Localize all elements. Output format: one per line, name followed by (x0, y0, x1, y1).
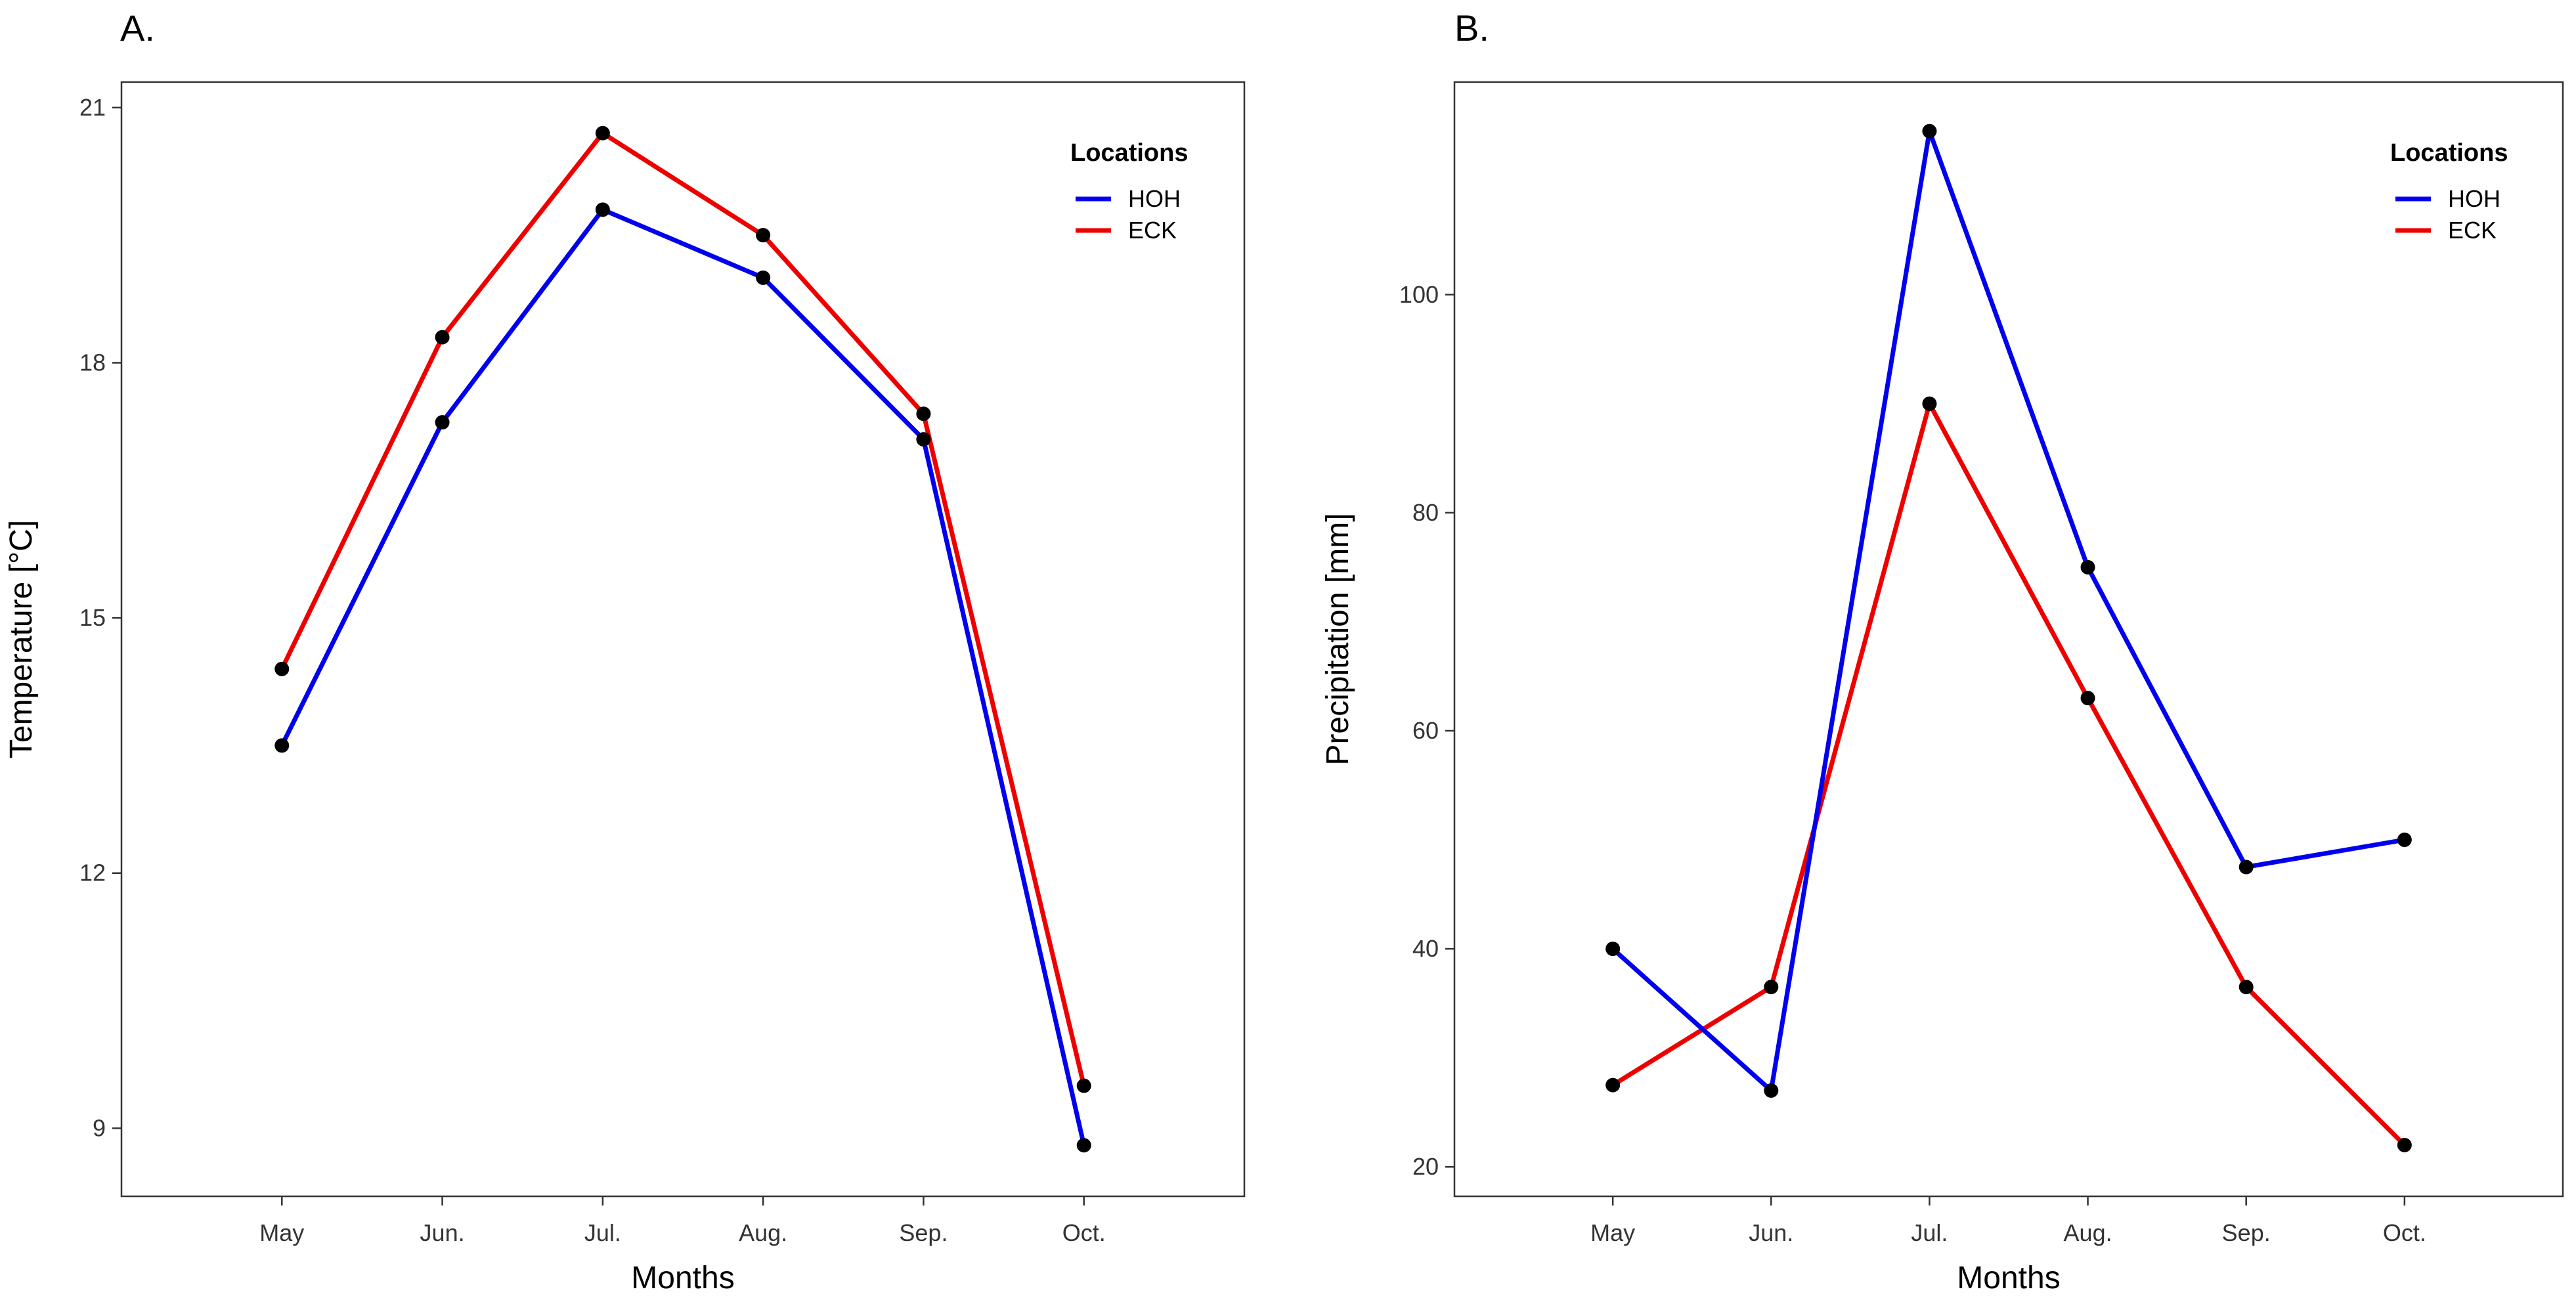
legend-label-hoh: HOH (1128, 185, 1181, 212)
data-point-hoh (595, 202, 610, 217)
y-tick-label: 100 (1399, 281, 1439, 308)
data-point-hoh (1922, 123, 1937, 139)
data-point-hoh (2238, 859, 2254, 875)
y-axis-title: Precipitation [mm] (1321, 513, 1355, 765)
x-axis-title: Months (631, 1261, 734, 1295)
y-tick-label: 9 (93, 1114, 106, 1141)
legend-label-eck: ECK (1128, 217, 1177, 244)
panel-label: A. (120, 7, 155, 49)
x-axis-title: Months (1957, 1261, 2060, 1295)
plot-border (120, 81, 1246, 1198)
data-point-hoh (2080, 559, 2095, 575)
data-point-eck (2238, 980, 2254, 995)
data-point-hoh (1076, 1138, 1091, 1153)
series-line-hoh (279, 207, 1087, 1148)
x-tick-label: Jul. (584, 1219, 621, 1246)
series-line-eck (279, 131, 1087, 1089)
y-tick-label: 21 (79, 94, 106, 121)
x-tick-label: Aug. (2064, 1219, 2112, 1246)
y-axis-title: Temperature [°C] (4, 520, 39, 758)
data-point-hoh (2397, 833, 2412, 848)
x-tick-label: May (1590, 1219, 1635, 1246)
x-tick-label: Oct. (1062, 1219, 1106, 1246)
x-tick-label: May (259, 1219, 304, 1246)
legend-label-eck: ECK (2448, 217, 2497, 244)
data-point-eck (916, 406, 931, 422)
x-tick-label: Jun. (420, 1219, 465, 1246)
x-tick-label: Jul. (1911, 1219, 1948, 1246)
x-tick-label: Sep. (899, 1219, 948, 1246)
panel-b: B. 20 40 60 80 100 May Jun. Jul. Aug. Sep. Oct. Mont… (1321, 7, 2564, 1295)
data-point-eck (274, 661, 290, 676)
legend-title: Locations (2390, 139, 2508, 167)
y-tick-label: 60 (1412, 717, 1439, 744)
data-point-hoh (1764, 1083, 1779, 1098)
y-tick-label: 18 (79, 349, 106, 376)
data-point-eck (1605, 1077, 1621, 1093)
x-tick-label: Oct. (2383, 1219, 2426, 1246)
data-point-eck (1922, 396, 1937, 411)
data-point-eck (1076, 1078, 1091, 1093)
y-tick-label: 40 (1412, 935, 1439, 962)
x-tick-label: Jun. (1749, 1219, 1793, 1246)
data-point-hoh (274, 738, 290, 753)
y-tick-label: 12 (79, 859, 106, 886)
data-point-hoh (1605, 942, 1621, 957)
data-point-hoh (916, 432, 931, 447)
data-point-eck (2080, 691, 2095, 706)
series-line-eck (1610, 401, 2407, 1148)
data-point-eck (595, 125, 610, 141)
x-tick-label: Aug. (739, 1219, 787, 1246)
series-line-hoh (1610, 129, 2407, 1093)
plot-border (1453, 81, 2564, 1198)
data-point-hoh (435, 415, 450, 430)
legend-label-hoh: HOH (2448, 185, 2500, 212)
panel-a: A. 9 12 15 18 21 May Jun. Jul. Aug. Sep. Oct. Months… (4, 7, 1246, 1295)
y-tick-label: 15 (79, 604, 106, 631)
data-point-eck (2397, 1137, 2412, 1152)
panel-label: B. (1454, 7, 1489, 49)
data-point-eck (756, 228, 771, 243)
data-point-eck (435, 330, 450, 345)
x-tick-label: Sep. (2222, 1219, 2271, 1246)
data-point-hoh (756, 270, 771, 285)
data-point-eck (1764, 980, 1779, 995)
y-tick-label: 80 (1412, 499, 1439, 526)
legend-title: Locations (1070, 139, 1188, 167)
y-tick-label: 20 (1412, 1153, 1439, 1180)
